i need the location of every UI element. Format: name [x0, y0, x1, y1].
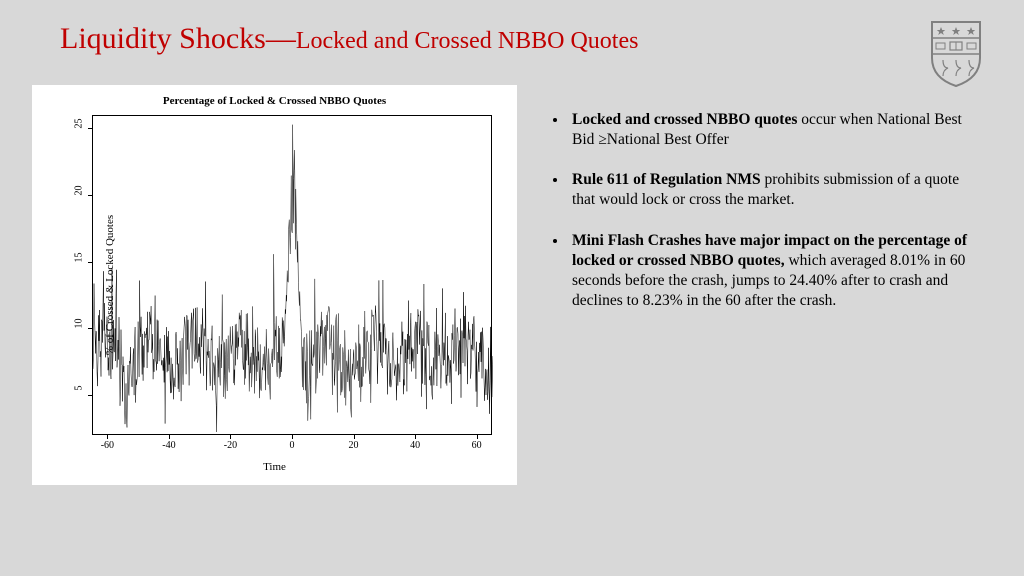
- chart-xtick-label: -40: [157, 440, 181, 451]
- chart-xtick-label: 60: [465, 440, 489, 451]
- chart-ytick-label: 15: [74, 252, 85, 270]
- chart-xtick-label: -20: [218, 440, 242, 451]
- chart-line-svg: [93, 116, 493, 436]
- slide-title: Liquidity Shocks—Locked and Crossed NBBO…: [60, 22, 638, 56]
- chart-xtick-mark: [354, 435, 355, 439]
- chart-xtick-mark: [169, 435, 170, 439]
- chart-xtick-mark: [477, 435, 478, 439]
- bullet-list: Locked and crossed NBBO quotes occur whe…: [550, 110, 974, 331]
- chart-ytick-mark: [88, 262, 92, 263]
- chart-xtick-mark: [292, 435, 293, 439]
- chart-ytick-mark: [88, 395, 92, 396]
- chart-xtick-label: 0: [280, 440, 304, 451]
- title-sep: —: [266, 22, 296, 55]
- chart-container: Percentage of Locked & Crossed NBBO Quot…: [32, 85, 517, 485]
- chart-ytick-mark: [88, 128, 92, 129]
- chart-ytick-label: 5: [74, 386, 85, 404]
- title-main: Liquidity Shocks: [60, 22, 266, 55]
- bullet-bold: Locked and crossed NBBO quotes: [572, 111, 797, 128]
- chart-plot-area: [92, 115, 492, 435]
- chart-ytick-mark: [88, 328, 92, 329]
- chart-ytick-label: 20: [74, 186, 85, 204]
- chart-xtick-mark: [230, 435, 231, 439]
- chart-xtick-label: -60: [95, 440, 119, 451]
- chart-xtick-label: 40: [403, 440, 427, 451]
- title-sub: Locked and Crossed NBBO Quotes: [296, 28, 639, 54]
- bullet-item: Mini Flash Crashes have major impact on …: [568, 231, 974, 312]
- chart-ytick-label: 25: [74, 119, 85, 137]
- chart-title: Percentage of Locked & Crossed NBBO Quot…: [32, 95, 517, 107]
- chart-xtick-label: 20: [342, 440, 366, 451]
- chart-ytick-label: 10: [74, 319, 85, 337]
- chart-xtick-mark: [107, 435, 108, 439]
- chart-ytick-mark: [88, 195, 92, 196]
- bullet-item: Rule 611 of Regulation NMS prohibits sub…: [568, 170, 974, 210]
- chart-xtick-mark: [415, 435, 416, 439]
- chart-xlabel: Time: [32, 461, 517, 473]
- bullet-item: Locked and crossed NBBO quotes occur whe…: [568, 110, 974, 150]
- bullet-bold: Rule 611 of Regulation NMS: [572, 171, 761, 188]
- university-shield-logo: [928, 18, 984, 88]
